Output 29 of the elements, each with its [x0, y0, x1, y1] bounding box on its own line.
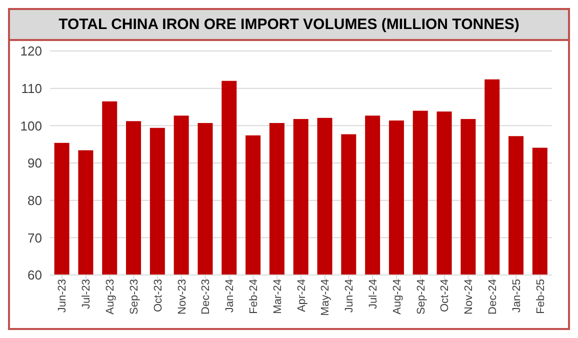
- y-tick-label: 60: [28, 268, 42, 283]
- y-tick-label: 90: [28, 156, 42, 171]
- x-tick-label: Jan-24: [224, 279, 236, 313]
- x-tick-label: Jan-25: [510, 279, 523, 313]
- x-tick-label: Aug-24: [391, 279, 404, 314]
- y-tick-label: 110: [21, 80, 42, 96]
- x-tick-label: Sep-23: [128, 279, 140, 314]
- x-tick-label: May-24: [320, 279, 332, 316]
- x-tick-label: Jun-24: [344, 279, 356, 313]
- y-tick-label: 80: [28, 192, 42, 208]
- x-tick-label: Jun-23: [56, 279, 69, 313]
- x-tick-label: Jul-23: [80, 279, 93, 309]
- x-tick-label: Nov-24: [463, 279, 476, 314]
- y-tick-label: 120: [20, 44, 42, 59]
- x-tick-label: Feb-24: [248, 279, 260, 314]
- x-tick-label: Oct-24: [439, 279, 452, 312]
- x-tick-label: Feb-25: [534, 279, 547, 314]
- x-tick-label: Dec-23: [200, 279, 212, 314]
- x-tick-label: Mar-24: [272, 279, 284, 314]
- chart-title: TOTAL CHINA IRON ORE IMPORT VOLUMES (MILLION TONNES): [10, 10, 568, 41]
- x-tick-label: Dec-24: [487, 279, 500, 314]
- x-tick-label: Nov-23: [176, 279, 188, 314]
- x-tick-label: Jul-24: [368, 279, 380, 309]
- x-tick-label: Aug-23: [104, 279, 117, 314]
- y-tick-label: 70: [28, 230, 42, 246]
- x-tick-label: Apr-24: [296, 279, 308, 312]
- x-tick-label: Oct-23: [152, 279, 164, 312]
- y-tick-label: 100: [20, 118, 42, 134]
- x-tick-label: Sep-24: [415, 279, 428, 314]
